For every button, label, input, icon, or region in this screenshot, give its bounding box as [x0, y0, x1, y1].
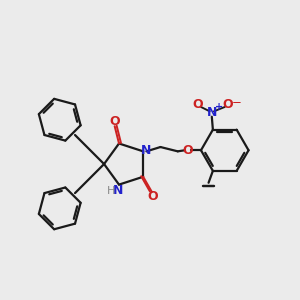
Text: O: O	[110, 116, 120, 128]
Text: +: +	[215, 102, 223, 112]
Text: N: N	[113, 184, 123, 196]
Text: N: N	[207, 106, 217, 119]
Text: H: H	[107, 186, 116, 196]
Text: O: O	[182, 144, 193, 157]
Text: O: O	[223, 98, 233, 111]
Text: O: O	[148, 190, 158, 203]
Text: N: N	[141, 144, 152, 157]
Text: −: −	[232, 96, 242, 109]
Text: O: O	[192, 98, 203, 111]
